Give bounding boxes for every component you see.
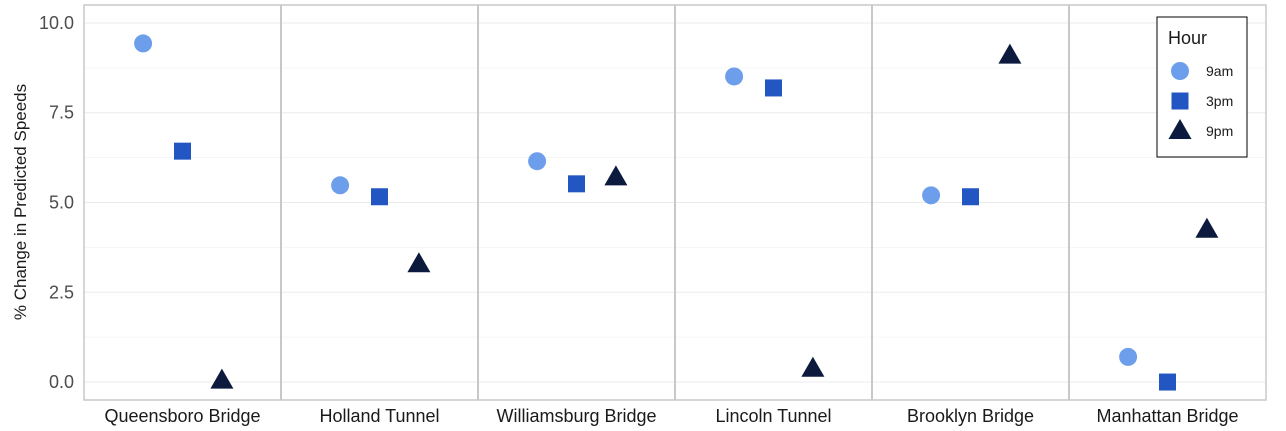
point-9pm xyxy=(407,252,431,273)
y-tick-label: 7.5 xyxy=(49,103,74,123)
point-9am xyxy=(725,67,744,86)
point-9pm xyxy=(210,368,234,389)
point-3pm xyxy=(1159,373,1176,391)
x-category-label: Lincoln Tunnel xyxy=(715,406,831,426)
legend-label: 3pm xyxy=(1206,93,1233,109)
x-category-label: Brooklyn Bridge xyxy=(907,406,1034,426)
point-3pm xyxy=(962,188,979,206)
legend: Hour 9am 3pm 9pm xyxy=(1156,16,1248,158)
y-tick-label: 10.0 xyxy=(39,13,74,33)
legend-items: 9am 3pm 9pm xyxy=(1168,62,1233,139)
point-3pm xyxy=(568,175,585,193)
y-tick-label: 0.0 xyxy=(49,372,74,392)
legend-label: 9am xyxy=(1206,63,1233,79)
point-9am xyxy=(134,34,153,53)
point-9am xyxy=(528,152,547,171)
point-9pm xyxy=(1195,217,1219,238)
y-axis-title: % Change in Predicted Speeds xyxy=(11,84,30,320)
y-tick-label: 5.0 xyxy=(49,193,74,213)
legend-key-9pm xyxy=(1168,119,1192,139)
point-9pm xyxy=(998,43,1022,64)
panel-separators xyxy=(83,4,1267,401)
point-3pm xyxy=(174,142,191,160)
legend-key-3pm xyxy=(1171,92,1189,110)
point-9pm xyxy=(604,165,628,186)
legend-title: Hour xyxy=(1168,28,1207,48)
x-category-label: Manhattan Bridge xyxy=(1096,406,1238,426)
point-9am xyxy=(331,176,350,195)
point-9am xyxy=(922,186,941,205)
point-9pm xyxy=(801,356,825,377)
x-category-label: Queensboro Bridge xyxy=(104,406,260,426)
point-9am xyxy=(1119,347,1138,366)
x-category-label: Williamsburg Bridge xyxy=(496,406,656,426)
data-points xyxy=(134,34,1219,391)
legend-label: 9pm xyxy=(1206,123,1233,139)
x-axis-categories: Queensboro Bridge Holland Tunnel Williamsb… xyxy=(104,406,1238,426)
legend-key-9am xyxy=(1171,62,1189,80)
x-category-label: Holland Tunnel xyxy=(319,406,439,426)
y-tick-label: 2.5 xyxy=(49,282,74,302)
point-3pm xyxy=(371,188,388,206)
point-3pm xyxy=(765,79,782,97)
y-axis-ticks: 0.0 2.5 5.0 7.5 10.0 xyxy=(39,13,74,392)
